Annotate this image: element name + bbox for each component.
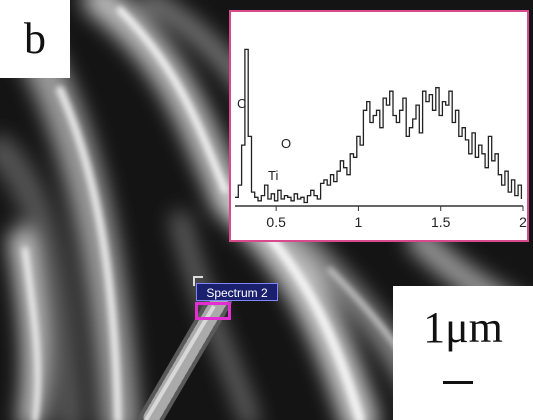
peak-label-c: C bbox=[237, 96, 247, 111]
analysis-spot-box bbox=[195, 302, 231, 320]
scale-bar-label: 1μm bbox=[423, 303, 503, 352]
x-axis-ticks bbox=[275, 206, 524, 211]
eds-spectrum-inset: C O Ti 0.5 1 1.5 2 bbox=[229, 10, 529, 242]
spectrum-tag: Spectrum 2 bbox=[196, 283, 278, 301]
nanofiber-highlights bbox=[22, 6, 443, 420]
analyzed-fiber bbox=[138, 288, 232, 420]
x-tick-label: 0.5 bbox=[266, 214, 286, 230]
spectrum-line bbox=[235, 48, 523, 204]
panel-letter: b bbox=[0, 0, 70, 78]
x-tick-label: 2 bbox=[519, 214, 527, 230]
scale-bar-panel: 1μm bbox=[393, 286, 533, 420]
peak-label-ti: Ti bbox=[268, 168, 279, 183]
eds-spectrum-plot bbox=[235, 48, 524, 211]
scale-bar-line bbox=[443, 381, 473, 384]
peak-label-o: O bbox=[281, 136, 292, 151]
x-tick-label: 1.5 bbox=[430, 214, 451, 230]
spot-marker-corner bbox=[193, 276, 203, 286]
x-tick-label: 1 bbox=[354, 214, 363, 230]
